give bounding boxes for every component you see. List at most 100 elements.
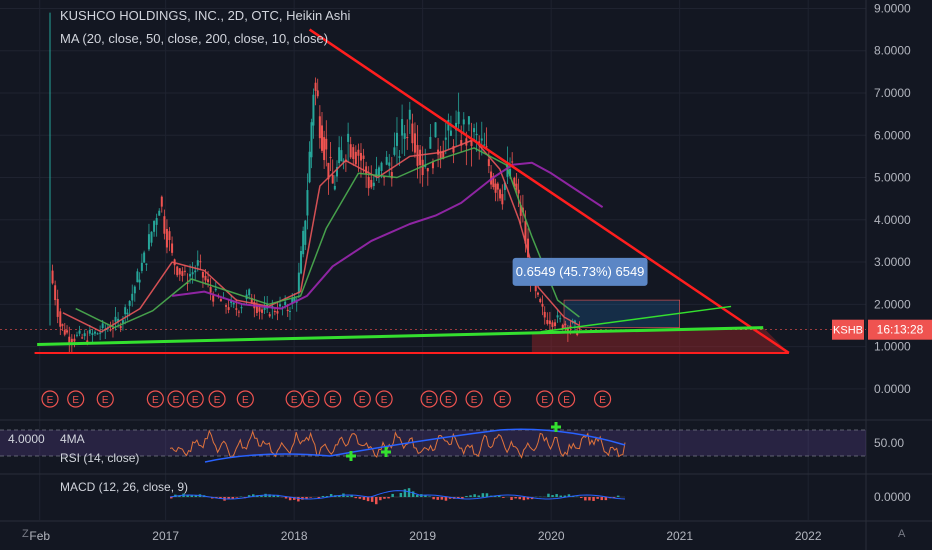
ma-slow-line xyxy=(171,161,604,310)
candle-body xyxy=(86,340,89,343)
candle-body xyxy=(501,194,504,205)
macd-histogram-bar xyxy=(485,493,489,497)
earnings-marker-label: E xyxy=(242,395,249,406)
candle-body xyxy=(359,152,362,161)
candle-body xyxy=(273,311,276,313)
macd-histogram-bar xyxy=(288,497,292,501)
candle-body xyxy=(284,301,287,306)
earnings-marker-label: E xyxy=(72,395,79,406)
macd-histogram-bar xyxy=(379,497,382,501)
macd-histogram-bar xyxy=(469,495,472,497)
rsi-signal-cross xyxy=(551,422,561,432)
earnings-marker xyxy=(96,390,114,408)
macd-histogram-bar xyxy=(350,494,353,497)
macd-histogram-bar xyxy=(432,497,435,500)
candle-body xyxy=(268,314,271,317)
candle-body xyxy=(357,149,360,156)
candle-body xyxy=(347,133,350,142)
candle-body xyxy=(473,128,476,133)
candle-body xyxy=(331,174,334,184)
macd-histogram-bar xyxy=(375,497,378,505)
earnings-marker-label: E xyxy=(541,395,548,406)
candle-body xyxy=(306,190,309,216)
zoom-icon[interactable]: Z xyxy=(22,528,29,540)
macd-histogram-bar xyxy=(305,497,308,499)
macd-histogram-bar xyxy=(219,497,222,499)
earnings-marker-label: E xyxy=(599,395,606,406)
candle-body xyxy=(439,151,442,159)
candle-body xyxy=(300,250,303,274)
candle-body xyxy=(310,122,313,158)
rsi-tick-label: 50.00 xyxy=(874,436,904,450)
earnings-marker xyxy=(465,390,483,408)
candle-body xyxy=(421,159,424,176)
candle-body xyxy=(138,279,141,283)
candle-body xyxy=(68,336,71,343)
candle-body xyxy=(375,168,378,178)
candle-body xyxy=(258,307,261,312)
earnings-marker-label: E xyxy=(173,395,180,406)
x-tick-label: 2022 xyxy=(795,529,822,543)
candle-body xyxy=(408,109,411,120)
macd-histogram-bar xyxy=(604,497,608,501)
y-tick-label: 5.0000 xyxy=(874,171,911,185)
candle-body xyxy=(561,324,564,329)
earnings-marker xyxy=(41,390,59,408)
candle-body xyxy=(333,185,336,190)
candle-body xyxy=(83,333,86,337)
macd-label[interactable]: MACD (12, 26, close, 9) xyxy=(60,480,189,494)
symbol-badge-text: KSHB xyxy=(833,325,863,337)
ma-indicator-label[interactable]: MA (20, close, 50, close, 200, close, 10… xyxy=(60,31,329,46)
candle-body xyxy=(395,132,398,146)
candle-body xyxy=(442,150,445,159)
macd-histogram-bar xyxy=(338,495,341,497)
candle-body xyxy=(59,311,62,327)
macd-histogram-bar xyxy=(252,494,255,497)
candle-body xyxy=(406,137,409,139)
macd-histogram-bar xyxy=(293,497,296,500)
candle-body xyxy=(398,156,401,158)
earnings-marker xyxy=(557,390,576,408)
auto-scale-button[interactable]: A xyxy=(898,528,906,540)
candle-body xyxy=(61,324,64,326)
candle-body xyxy=(383,176,386,178)
macd-histogram-bar xyxy=(416,494,419,497)
macd-histogram-bar xyxy=(477,495,480,497)
macd-histogram-bar xyxy=(358,497,362,499)
macd-tick-label: 0.0000 xyxy=(874,490,911,504)
candle-body xyxy=(117,318,120,322)
rsi-ma-label[interactable]: 4MA xyxy=(60,432,85,446)
candle-body xyxy=(511,161,514,163)
macd-histogram-bar xyxy=(178,495,181,497)
candle-body xyxy=(212,295,215,302)
candle-body xyxy=(209,287,212,293)
candle-body xyxy=(183,270,186,272)
candle-body xyxy=(480,138,483,141)
candle-body xyxy=(380,162,383,171)
candle-body xyxy=(492,175,495,188)
rsi-label[interactable]: RSI (14, close) xyxy=(60,451,140,465)
candle-body xyxy=(121,320,124,324)
candle-body xyxy=(119,326,122,329)
x-tick-label: 2017 xyxy=(152,529,179,543)
candle-body xyxy=(327,162,330,180)
earnings-marker xyxy=(375,390,393,408)
candle-body xyxy=(372,182,375,187)
earnings-marker-label: E xyxy=(192,395,199,406)
macd-line xyxy=(169,490,626,500)
macd-histogram-bar xyxy=(317,497,321,499)
earnings-marker-label: E xyxy=(47,395,54,406)
macd-histogram-bar xyxy=(440,497,444,500)
macd-histogram-bar xyxy=(227,497,230,500)
candle-body xyxy=(93,331,96,334)
candle-body xyxy=(449,130,452,136)
candle-body xyxy=(515,183,518,190)
candle-body xyxy=(124,307,127,315)
candle-body xyxy=(499,189,502,199)
candle-body xyxy=(419,149,422,166)
earnings-marker xyxy=(439,390,457,408)
candle-body xyxy=(426,168,429,172)
earnings-marker-label: E xyxy=(308,395,315,406)
y-tick-label: 8.0000 xyxy=(874,44,911,58)
